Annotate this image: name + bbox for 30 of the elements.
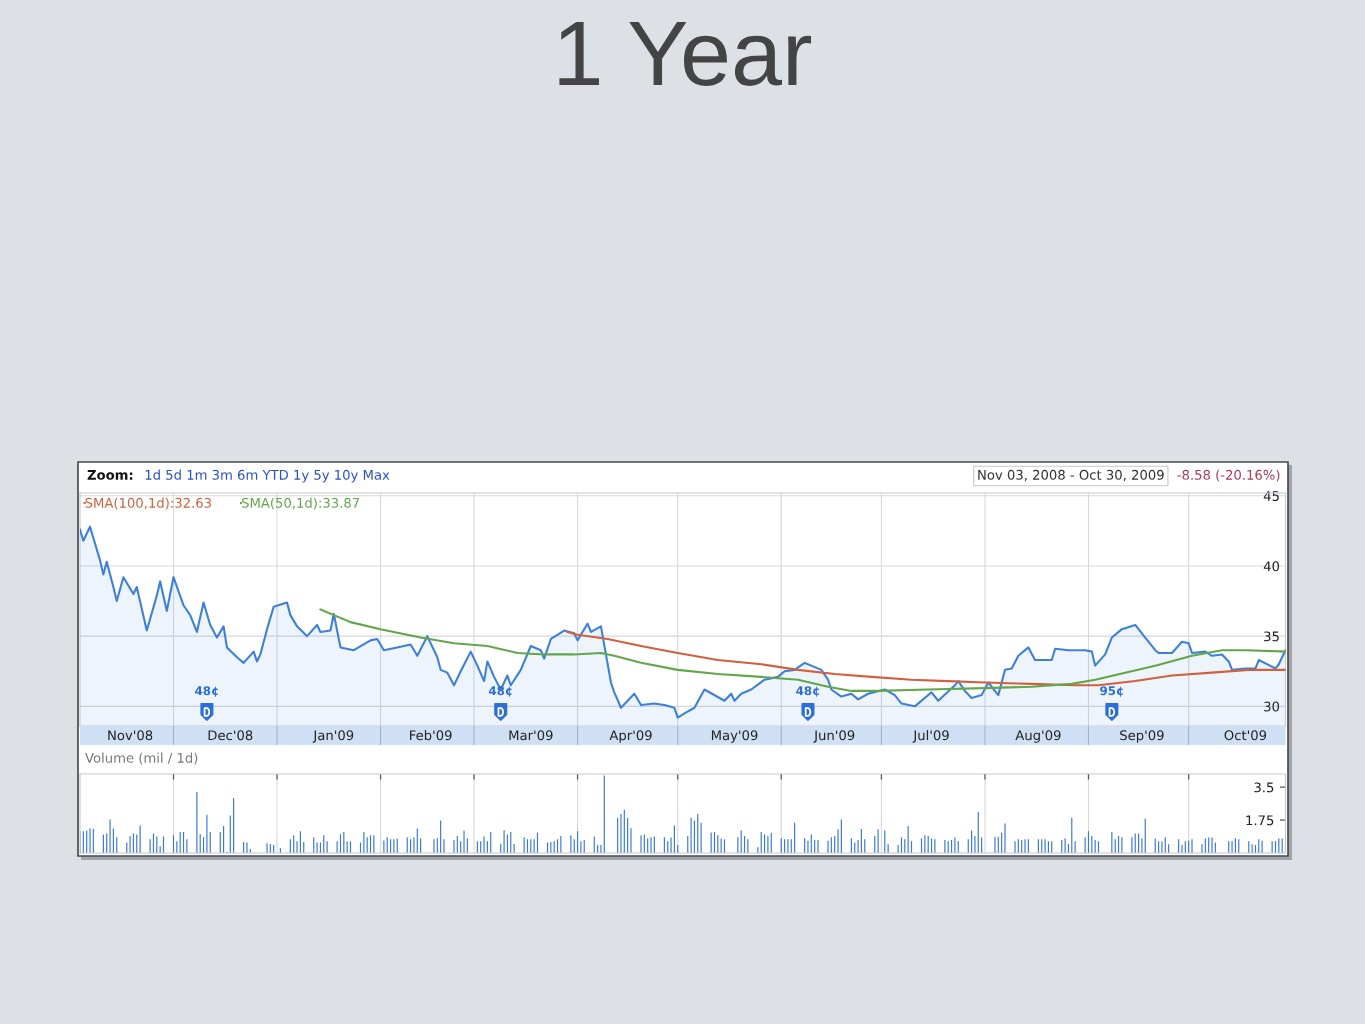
x-tick-label: Dec'08 xyxy=(208,730,253,741)
x2-tick-label: 48¢ xyxy=(796,686,819,697)
text: Nov 03, 2008 - Oct 30, 2009 xyxy=(978,469,1164,482)
chart-title: Volume (mil / 1d) xyxy=(85,752,198,765)
y-tick-label: 45 xyxy=(1263,491,1279,502)
x-tick-label: Nov'08 xyxy=(108,730,153,741)
x-tick-label: Jul'09 xyxy=(912,730,949,743)
x-tick-label: Sep'09 xyxy=(1120,730,1164,743)
y-tick-label: 1.75 xyxy=(1246,815,1274,826)
x-tick-label: Apr'09 xyxy=(609,730,652,743)
x-tick-label: Mar'09 xyxy=(509,730,553,741)
x-tick-label: Jan'09 xyxy=(312,730,354,743)
x2-tick-label: 95¢ xyxy=(1100,686,1123,697)
y-tick-label: 40 xyxy=(1263,561,1280,572)
x2-tick-label: 48¢ xyxy=(488,686,512,697)
y-tick-label: 3.5 xyxy=(1254,782,1274,793)
x-tick-label: May'09 xyxy=(711,730,758,743)
text: 1d 5d 1m 3m 6m YTD 1y 5y 10y Max xyxy=(145,469,390,483)
y-tick-label: 35 xyxy=(1264,631,1279,642)
legend-label: SMA(100,1d):32.63 xyxy=(85,497,212,510)
legend-label: SMA(50,1d):33.87 xyxy=(241,497,360,510)
x-tick-label: Aug'09 xyxy=(1015,730,1061,743)
x-tick-label: Feb'09 xyxy=(410,730,452,741)
x2-tick-label: 48¢ xyxy=(195,686,218,697)
chart-title: 1 Year xyxy=(559,21,812,86)
y-tick-label: 30 xyxy=(1264,701,1280,712)
text: Zoom: xyxy=(87,470,133,480)
x-tick-label: Oct'09 xyxy=(1224,730,1267,741)
text: -8.58 (-20.16%) xyxy=(1177,469,1280,482)
x-tick-label: Jun'09 xyxy=(813,730,855,743)
